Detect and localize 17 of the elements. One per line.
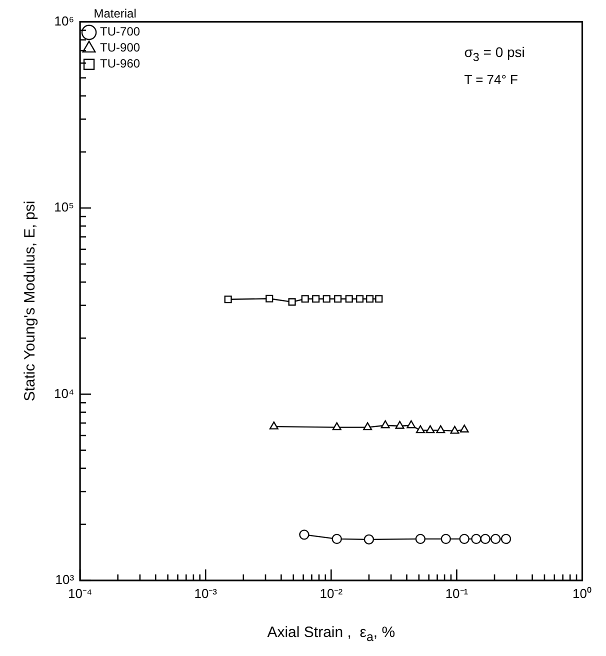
y-tick-label: 10³: [55, 572, 75, 587]
annotation: T = 74° F: [464, 72, 518, 87]
y-tick-label: 10⁶: [54, 13, 74, 28]
x-tick-label: 10⁻²: [320, 586, 344, 601]
x-tick-label: 10⁰: [572, 586, 592, 601]
x-tick-label: 10⁻³: [194, 586, 218, 601]
y-axis-title: Static Young's Modulus, E, psi: [22, 200, 38, 402]
legend-title: Material: [94, 6, 136, 20]
y-tick-label: 10⁵: [54, 200, 74, 215]
y-tick-label: 10⁴: [54, 386, 74, 401]
legend-label: TU-960: [100, 56, 140, 71]
legend-label: TU-700: [100, 24, 140, 39]
x-tick-label: 10⁻¹: [445, 586, 469, 601]
x-tick-label: 10⁻⁴: [68, 586, 92, 601]
x-axis-title: Axial Strain , ε$_{a}$, %: [267, 624, 396, 644]
legend-label: TU-900: [100, 40, 140, 55]
annotation: σ$_{3}$ = 0 psi: [464, 44, 525, 64]
